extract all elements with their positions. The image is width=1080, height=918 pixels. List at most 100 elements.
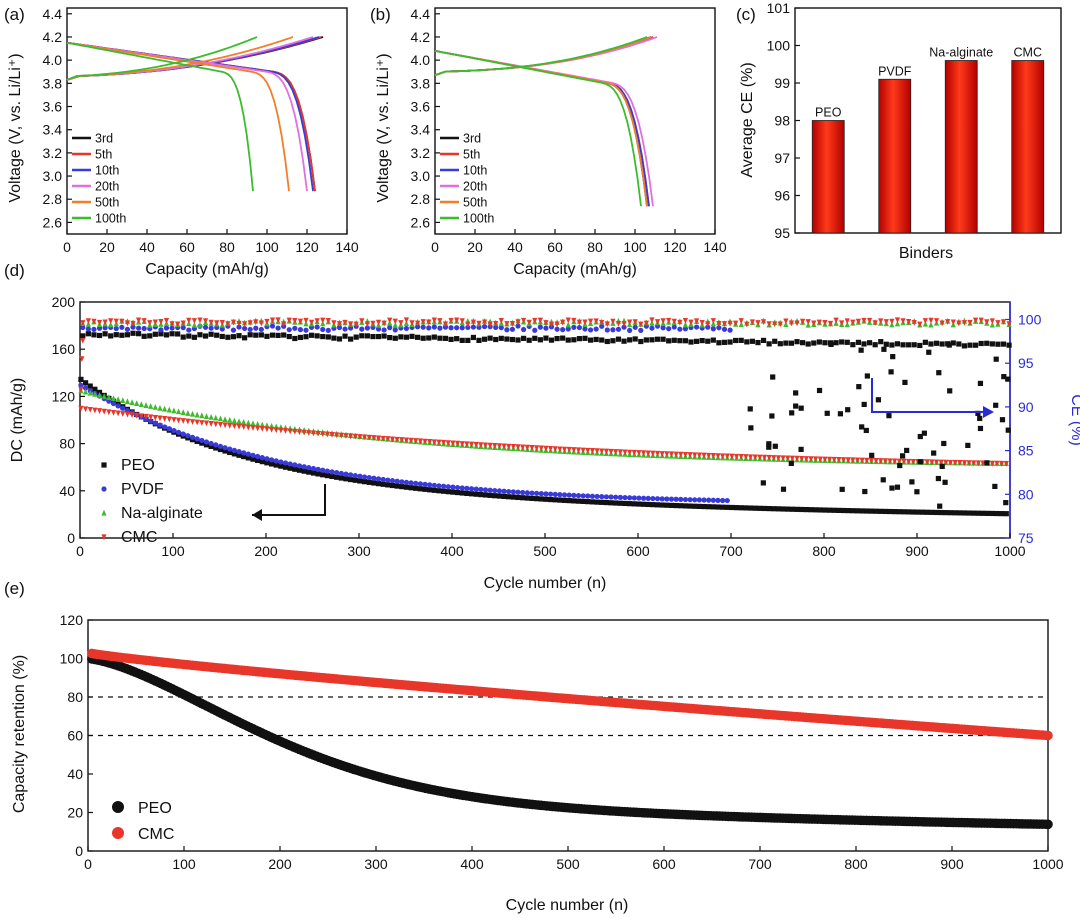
dc-point-CMC: [180, 418, 186, 424]
dc-point-PVDF: [724, 497, 730, 504]
dc-point-PEO: [696, 503, 702, 510]
dc-point-PEO: [720, 504, 726, 510]
dc-point-CMC: [329, 431, 335, 438]
dc-point-CMC: [589, 448, 596, 454]
ce-point-CMC: [392, 318, 398, 325]
x-tick-label: 60: [179, 239, 195, 255]
dc-point-PEO: [836, 507, 842, 513]
ce-outlier-PEO: [869, 452, 875, 458]
dc-point-PEO: [431, 487, 437, 493]
ce-point-CMC: [147, 320, 153, 326]
dc-point-PEO: [808, 507, 814, 513]
ce-point-CMC: [699, 319, 705, 326]
dc-point-PVDF: [468, 486, 475, 492]
dc-point-PEO: [259, 459, 265, 465]
dc-point-PVDF: [608, 494, 614, 500]
ce-point-PVDF: [565, 326, 571, 332]
dc-point-PEO: [985, 510, 991, 516]
dc-point-CMC: [613, 449, 619, 455]
ce-point-PEO: [175, 331, 181, 337]
dc-point-CMC: [352, 433, 358, 440]
dc-point-Na-alginate: [110, 395, 117, 402]
dc-point-CMC: [162, 416, 168, 422]
ce-point-PEO: [414, 334, 421, 340]
ce-point-PEO: [744, 339, 750, 345]
dc-point-PEO: [468, 491, 475, 497]
dc-point-PEO: [399, 484, 405, 490]
legend-label: 3rd: [463, 132, 481, 146]
dc-point-PVDF: [403, 479, 410, 485]
x-tick-label: 800: [844, 856, 868, 872]
dc-point-PEO: [678, 503, 684, 509]
dc-point-PVDF: [241, 450, 247, 456]
ce-point-PEO: [186, 333, 192, 339]
dc-point-CMC: [492, 443, 498, 449]
dc-point-PEO: [561, 497, 568, 503]
panel-c-xlabel: Binders: [899, 245, 953, 262]
ce-outlier-PEO: [926, 349, 932, 355]
x-tick-label: 0: [84, 856, 92, 872]
dc-point-PVDF: [585, 493, 591, 499]
ce-point-PEO: [671, 337, 677, 343]
ce-point-PVDF: [610, 327, 616, 333]
dc-point-CMC: [561, 446, 568, 453]
ce-point-PVDF: [269, 323, 276, 329]
ce-point-PEO: [387, 334, 393, 341]
dc-point-CMC: [654, 450, 661, 457]
ce-point-CMC: [861, 317, 867, 324]
ce-point-PEO: [599, 337, 605, 343]
dc-point-PEO: [594, 499, 600, 505]
y-tick-label: 60: [67, 728, 83, 744]
dc-point-Na-alginate: [96, 392, 103, 398]
dc-point-CMC: [631, 449, 637, 456]
dc-point-PVDF: [599, 494, 605, 500]
dc-point-PEO: [250, 456, 256, 462]
dc-point-Na-alginate: [82, 388, 89, 395]
dc-point-PVDF: [561, 492, 568, 498]
dc-point-PVDF: [478, 486, 484, 493]
dc-point-CMC: [906, 458, 912, 465]
dc-point-PVDF: [361, 474, 368, 480]
dc-point-PEO: [822, 507, 828, 513]
bar-CMC: [1011, 60, 1045, 234]
ce-point-CMC: [387, 317, 393, 324]
ce-point-CMC: [716, 321, 722, 327]
x-tick-label: 600: [626, 543, 650, 559]
ce-point-PEO: [917, 342, 923, 349]
ce-outlier-PEO: [917, 459, 923, 465]
dc-point-CMC: [636, 450, 642, 456]
ce-outlier-PEO: [935, 475, 941, 482]
ce-outlier-PEO: [760, 480, 766, 486]
dc-point-PEO: [478, 491, 484, 498]
dc-point-PVDF: [566, 492, 572, 498]
dc-point-PEO: [864, 508, 870, 514]
ce-point-PEO: [772, 338, 778, 344]
dc-point-CMC: [441, 439, 447, 446]
y-tick-label: 3.6: [411, 99, 431, 115]
ce-point-PEO: [649, 337, 655, 343]
ce-point-PEO: [113, 332, 119, 338]
dc-point-CMC: [733, 453, 740, 460]
y-tick-label: 100: [767, 38, 791, 54]
ce-point-CMC: [922, 318, 928, 324]
ce-point-PEO: [883, 341, 889, 347]
x-tick-label: 200: [254, 543, 278, 559]
dc-point-CMC: [301, 429, 307, 436]
dc-point-CMC: [361, 434, 368, 441]
bar-PVDF: [878, 78, 912, 234]
dc-point-CMC: [678, 451, 684, 458]
ce-point-Na-alginate: [392, 321, 398, 328]
dc-point-Na-alginate: [203, 413, 210, 420]
dc-point-PEO: [668, 502, 675, 508]
dc-point-PEO: [901, 509, 907, 515]
x-tick-label: 200: [268, 856, 292, 872]
ce-point-PEO: [560, 335, 566, 341]
y2-tick-label: 100: [1018, 311, 1042, 327]
dc-point-CMC: [706, 452, 712, 459]
x-tick-label: 40: [507, 239, 523, 255]
ce-point-PVDF: [202, 324, 209, 330]
ce-point-PVDF: [448, 325, 454, 331]
ce-point-Na-alginate: [197, 321, 203, 328]
ce-point-PEO: [236, 333, 242, 339]
dc-point-PEO: [733, 505, 740, 511]
